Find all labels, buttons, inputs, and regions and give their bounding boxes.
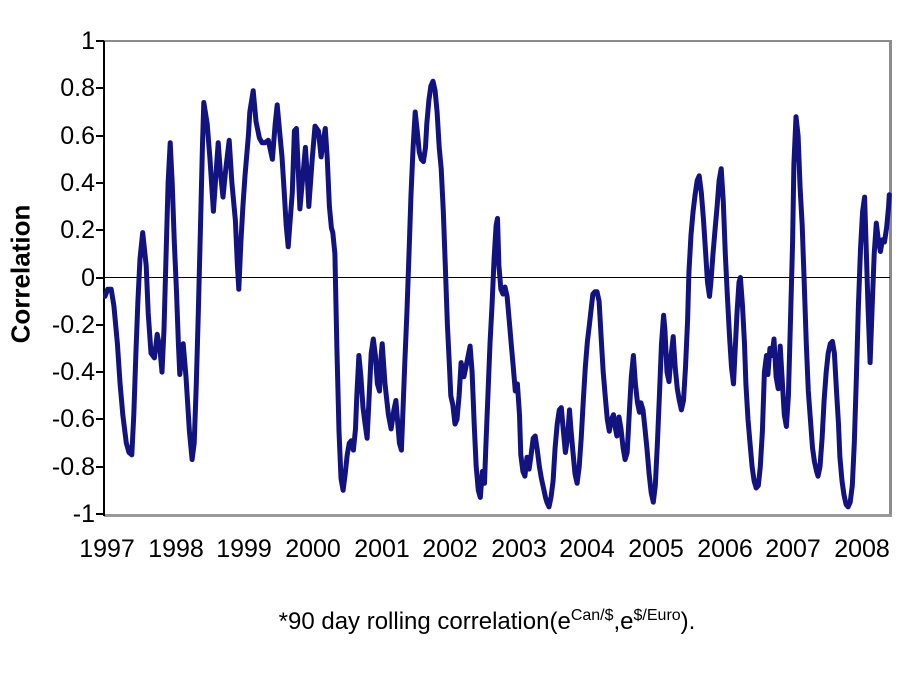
y-tick-label: -0.8 (51, 453, 95, 481)
y-tick-label: 0.8 (60, 74, 95, 102)
caption-text: *90 day rolling correlation(eCan/$,e$/Eu… (279, 608, 696, 636)
x-tick-label: 2003 (491, 535, 547, 563)
caption-prefix: *90 day rolling correlation(e (278, 608, 571, 635)
y-tick-label: -1 (72, 500, 95, 528)
y-tick-label: 0.6 (60, 122, 95, 150)
x-tick-label: 2000 (285, 535, 341, 563)
y-tick-mark (96, 513, 104, 515)
y-tick-mark (96, 40, 104, 42)
x-tick-label: 1998 (148, 535, 204, 563)
y-tick-mark (96, 182, 104, 184)
plot-border-top (104, 40, 892, 42)
caption-mid: ,e (613, 608, 634, 635)
y-tick-label: -0.6 (51, 405, 95, 433)
y-tick-label: -0.4 (51, 358, 95, 386)
x-tick-label: 2001 (354, 535, 410, 563)
y-tick-mark (96, 87, 104, 89)
x-tick-label: 2006 (697, 535, 753, 563)
y-tick-mark (96, 324, 104, 326)
y-tick-mark (96, 418, 104, 420)
x-tick-label: 1999 (216, 535, 272, 563)
x-tick-label: 2007 (765, 535, 821, 563)
plot-border-bottom (104, 514, 892, 517)
x-tick-label: 2005 (628, 535, 684, 563)
y-tick-label: -0.2 (51, 311, 95, 339)
x-tick-label: 2008 (834, 535, 890, 563)
x-tick-label: 1997 (79, 535, 135, 563)
x-tick-label: 2004 (559, 535, 615, 563)
caption-superscript-dollar-euro: $/Euro (633, 607, 681, 624)
y-tick-mark (96, 277, 104, 279)
plot-border-right (889, 40, 892, 517)
caption: *90 day rolling correlation(eCan/$,e$/Eu… (0, 608, 916, 636)
caption-superscript-can-dollar: Can/$ (570, 607, 614, 624)
y-tick-label: 0.2 (60, 216, 95, 244)
x-tick-label: 2002 (422, 535, 478, 563)
caption-suffix: ). (680, 608, 696, 635)
y-axis-line (103, 41, 105, 516)
y-tick-label: 0.4 (60, 169, 95, 197)
y-tick-label: 0 (81, 264, 95, 292)
y-tick-mark (96, 135, 104, 137)
y-tick-label: 1 (81, 27, 95, 55)
y-tick-mark (96, 371, 104, 373)
y-tick-mark (96, 229, 104, 231)
y-tick-mark (96, 466, 104, 468)
